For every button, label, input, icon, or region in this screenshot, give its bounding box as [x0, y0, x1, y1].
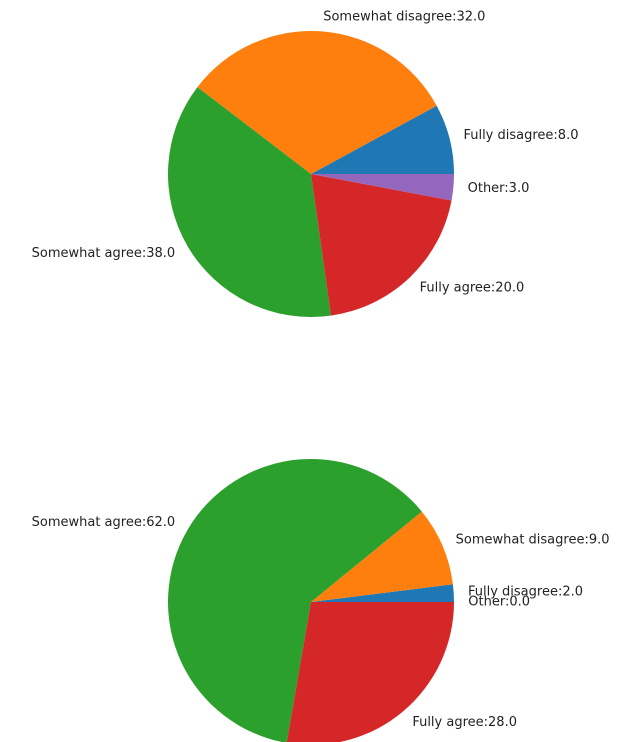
wedge-label: Somewhat agree:62.0	[32, 515, 176, 530]
wedge-label: Somewhat disagree:9.0	[456, 533, 610, 548]
pie-wedge	[311, 105, 454, 174]
wedge-label: Somewhat agree:38.0	[32, 246, 176, 261]
wedge-label: Fully agree:20.0	[420, 280, 525, 295]
pie-wedge	[286, 602, 454, 742]
wedge-label: Other:3.0	[468, 181, 530, 196]
wedge-label: Fully disagree:2.0	[468, 585, 583, 600]
pie-wedge	[311, 511, 453, 602]
wedge-label: Other:0.0	[468, 595, 530, 610]
wedge-label: Fully agree:28.0	[412, 715, 517, 730]
wedge-label: Fully disagree:8.0	[463, 128, 578, 143]
pie-wedge	[311, 584, 454, 602]
pie-wedge	[311, 174, 454, 201]
pie-wedge	[168, 87, 331, 317]
pie-wedge	[197, 30, 437, 174]
wedge-label: Somewhat disagree:32.0	[323, 10, 485, 25]
pie-wedge	[168, 459, 422, 742]
pie-wedge	[311, 174, 452, 316]
